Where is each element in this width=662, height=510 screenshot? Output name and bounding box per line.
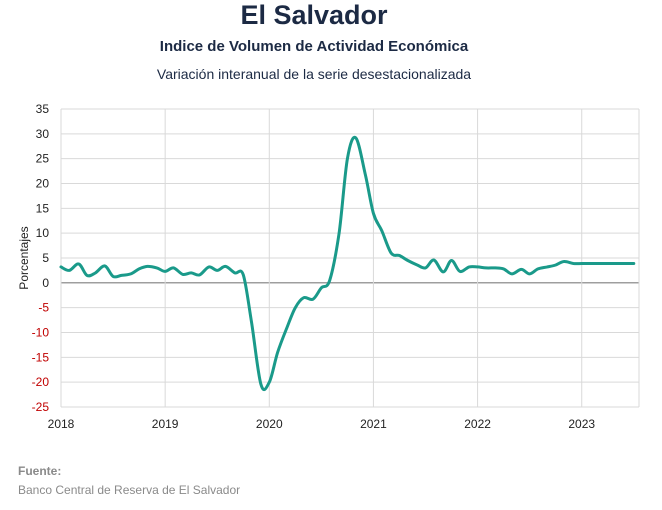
line-chart: 35 30 25 20 15 10 5 0 -5 -10 -15 -20 -25 2018 2019 2020… — [17, 102, 640, 431]
y-tick-label: -20 — [32, 375, 50, 389]
y-tick-label: -10 — [32, 326, 50, 340]
y-tick-label: -5 — [38, 301, 49, 315]
series-line — [59, 135, 636, 392]
y-tick-label: 25 — [36, 152, 50, 166]
y-axis-label: Porcentajes — [17, 226, 31, 289]
x-tick-label: 2018 — [48, 417, 75, 431]
source-text: Banco Central de Reserva de El Salvador — [18, 483, 241, 497]
y-tick-label: -25 — [32, 400, 50, 414]
y-tick-label: 5 — [42, 251, 49, 265]
y-tick-label: 30 — [36, 127, 50, 141]
x-tick-label: 2021 — [360, 417, 387, 431]
y-tick-label: 10 — [36, 226, 50, 240]
chart-subtitle: Indice de Volumen de Actividad Económica — [159, 38, 469, 55]
x-tick-label: 2022 — [464, 417, 491, 431]
x-tick-label: 2019 — [152, 417, 179, 431]
y-tick-label: 35 — [36, 102, 50, 116]
x-tick-label: 2020 — [256, 417, 283, 431]
y-tick-label: 0 — [42, 276, 49, 290]
chart-description: Variación interanual de la serie desesta… — [156, 66, 472, 82]
source-label: Fuente: — [18, 464, 62, 478]
y-tick-label: 20 — [36, 177, 50, 191]
x-tick-label: 2023 — [568, 417, 595, 431]
y-tick-label: -15 — [32, 350, 50, 364]
axis-layer: 35 30 25 20 15 10 5 0 -5 -10 -15 -20 -25 2018 2019 2020… — [32, 102, 596, 431]
y-tick-label: 15 — [36, 201, 50, 215]
chart-title: El Salvador — [240, 0, 388, 30]
grid-layer — [60, 108, 640, 408]
series-layer — [59, 135, 636, 392]
